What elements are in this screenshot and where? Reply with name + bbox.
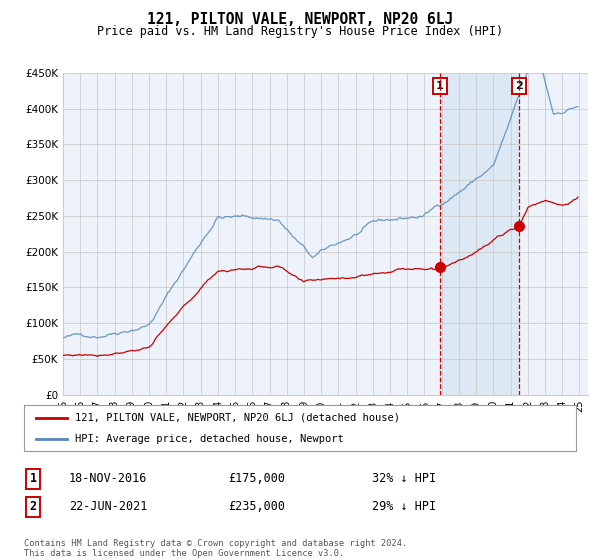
Text: £175,000: £175,000 (228, 472, 285, 486)
Text: £235,000: £235,000 (228, 500, 285, 514)
Text: 121, PILTON VALE, NEWPORT, NP20 6LJ: 121, PILTON VALE, NEWPORT, NP20 6LJ (147, 12, 453, 27)
Text: 29% ↓ HPI: 29% ↓ HPI (372, 500, 436, 514)
Text: 1: 1 (436, 81, 443, 91)
Text: 2: 2 (29, 500, 37, 514)
Text: 2: 2 (515, 81, 523, 91)
Text: 32% ↓ HPI: 32% ↓ HPI (372, 472, 436, 486)
Text: Price paid vs. HM Land Registry's House Price Index (HPI): Price paid vs. HM Land Registry's House … (97, 25, 503, 38)
Text: 18-NOV-2016: 18-NOV-2016 (69, 472, 148, 486)
Text: Contains HM Land Registry data © Crown copyright and database right 2024.
This d: Contains HM Land Registry data © Crown c… (24, 539, 407, 558)
Bar (440, 73, 518, 395)
Text: HPI: Average price, detached house, Newport: HPI: Average price, detached house, Newp… (75, 435, 344, 444)
Text: 22-JUN-2021: 22-JUN-2021 (69, 500, 148, 514)
Text: 121, PILTON VALE, NEWPORT, NP20 6LJ (detached house): 121, PILTON VALE, NEWPORT, NP20 6LJ (det… (75, 413, 400, 423)
Text: 1: 1 (29, 472, 37, 486)
